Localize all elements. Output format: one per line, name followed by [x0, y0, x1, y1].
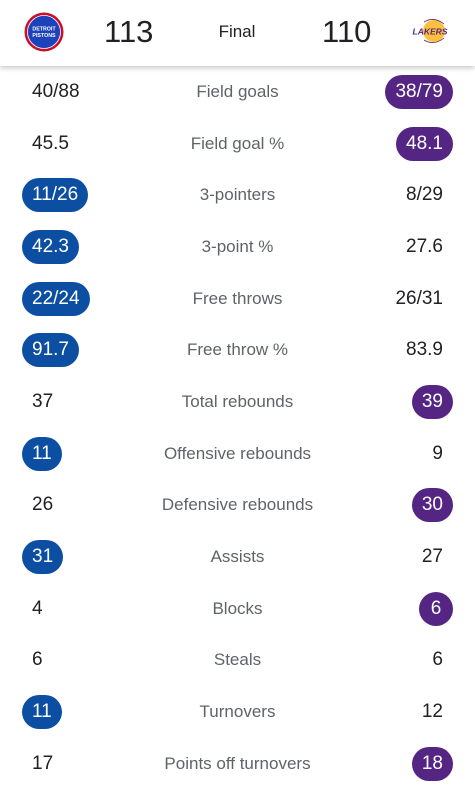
home-stat-value: 91.7 [22, 333, 79, 368]
stat-row: 11 Turnovers 12 [0, 686, 475, 738]
away-score: 110 [322, 14, 372, 49]
away-stat-value: 27.6 [406, 235, 443, 257]
home-stat-value: 17 [32, 752, 54, 774]
stat-label: Blocks [212, 598, 263, 618]
stat-row: 26 Defensive rebounds 30 [0, 480, 475, 532]
home-stat-value: 11 [22, 695, 62, 730]
home-stat-value: 26 [32, 494, 54, 516]
stat-label: Turnovers [199, 702, 276, 722]
lakers-logo-icon: LAKERS [413, 19, 448, 43]
stat-label: Defensive rebounds [161, 495, 314, 515]
stat-label: Total rebounds [181, 391, 294, 411]
away-stat-value: 8/29 [406, 184, 443, 206]
stat-label: Offensive rebounds [163, 443, 312, 463]
stat-label: Points off turnovers [164, 753, 311, 773]
away-stat-value: 27 [421, 546, 443, 568]
pistons-logo-icon: DETROIT PISTONS [24, 12, 64, 52]
home-logo-text-2: PISTONS [32, 33, 56, 39]
home-score: 113 [104, 14, 154, 49]
away-stat-value: 26/31 [395, 287, 443, 309]
stat-row: 37 Total rebounds 39 [0, 376, 475, 428]
stat-row: 17 Points off turnovers 18 [0, 738, 475, 790]
game-status: Final [218, 22, 256, 41]
stat-row: 91.7 Free throw % 83.9 [0, 324, 475, 376]
away-stat-value: 9 [432, 442, 443, 464]
away-stat-value: 6 [432, 649, 443, 671]
away-stat-value: 39 [411, 384, 453, 419]
stat-label: Field goals [196, 81, 279, 101]
away-logo-text: LAKERS [413, 27, 448, 37]
stat-label: Steals [213, 650, 262, 670]
away-team-logo[interactable]: LAKERS [410, 12, 450, 52]
stat-row: 4 Blocks 6 [0, 583, 475, 635]
home-stat-value: 11 [22, 436, 62, 471]
stat-row: 6 Steals 6 [0, 635, 475, 687]
stat-label: Free throws [192, 288, 283, 308]
stat-label: 3-pointers [199, 185, 276, 205]
game-header: DETROIT PISTONS 113 Final 110 LAKERS [0, 0, 475, 66]
away-stat-value: 18 [411, 746, 453, 781]
home-stat-value: 37 [32, 390, 54, 412]
stat-label: Assists [210, 547, 265, 567]
stat-row: 11/26 3-pointers 8/29 [0, 169, 475, 221]
home-stat-value: 42.3 [22, 229, 79, 264]
home-stat-value: 6 [32, 649, 43, 671]
away-stat-value: 48.1 [396, 126, 453, 161]
team-stats-list: 40/88 Field goals 38/79 45.5 Field goal % 48.… [0, 66, 475, 790]
home-stat-value: 31 [22, 540, 64, 575]
stat-row: 42.3 3-point % 27.6 [0, 221, 475, 273]
home-logo-text-1: DETROIT [32, 27, 56, 33]
stat-label: Free throw % [186, 340, 289, 360]
away-stat-value: 83.9 [406, 339, 443, 361]
stat-row: 40/88 Field goals 38/79 [0, 66, 475, 118]
home-stat-value: 40/88 [32, 80, 80, 102]
stat-row: 45.5 Field goal % 48.1 [0, 118, 475, 170]
away-stat-value: 38/79 [385, 74, 453, 109]
home-stat-value: 4 [32, 597, 43, 619]
home-team-logo[interactable]: DETROIT PISTONS [24, 12, 64, 52]
stat-row: 31 Assists 27 [0, 531, 475, 583]
home-stat-value: 45.5 [32, 132, 69, 154]
stat-row: 11 Offensive rebounds 9 [0, 428, 475, 480]
away-stat-value: 6 [419, 591, 453, 626]
home-stat-value: 22/24 [22, 281, 90, 316]
stat-label: Field goal % [190, 133, 285, 153]
away-stat-value: 30 [411, 488, 453, 523]
home-stat-value: 11/26 [22, 178, 89, 213]
stat-label: 3-point % [201, 236, 274, 256]
away-stat-value: 12 [421, 701, 443, 723]
stat-row: 22/24 Free throws 26/31 [0, 273, 475, 325]
